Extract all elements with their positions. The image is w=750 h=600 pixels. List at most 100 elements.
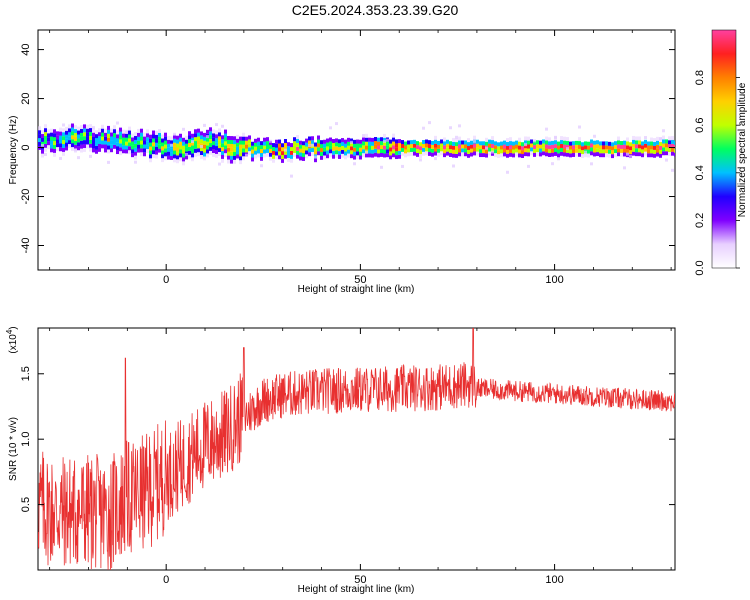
spectrogram-cell xyxy=(449,149,452,154)
spectrogram-cell xyxy=(260,148,263,153)
spectrogram-cell xyxy=(74,129,77,134)
snr-multiplier: (x104) xyxy=(5,326,19,353)
spectrogram-cell xyxy=(653,145,656,150)
spectrogram-cell xyxy=(620,148,623,153)
spectrogram-cell xyxy=(461,152,464,157)
spectrogram-cell xyxy=(176,155,179,160)
spectrogram-cell xyxy=(344,139,347,144)
spectrogram-cell xyxy=(536,144,539,149)
spectrogram-cell xyxy=(434,157,437,161)
spectrogram-cell xyxy=(611,142,614,147)
spectrogram-xtick-label: 50 xyxy=(354,274,366,286)
spectrogram-cell xyxy=(236,150,239,155)
spectrogram-cell xyxy=(68,140,71,145)
spectrogram-cell xyxy=(182,137,185,142)
spectrogram-cell xyxy=(389,155,392,160)
spectrogram-cell xyxy=(215,130,218,135)
spectrogram-cell xyxy=(122,141,125,146)
spectrogram-cell xyxy=(206,153,209,158)
spectrogram-cell xyxy=(323,143,326,148)
spectrogram-cell xyxy=(299,152,302,157)
spectrogram-cell xyxy=(347,149,350,154)
spectrogram-cell xyxy=(431,152,434,157)
spectrogram-cell xyxy=(221,150,224,155)
spectrogram-cell xyxy=(353,162,356,166)
spectrogram-cell xyxy=(275,139,278,144)
spectrogram-cell xyxy=(656,140,659,145)
spectrogram-cell xyxy=(119,147,122,152)
spectrogram-cell xyxy=(251,149,254,154)
spectrogram-cell xyxy=(335,138,338,143)
spectrogram-cell xyxy=(545,127,548,131)
spectrogram-cell xyxy=(530,139,533,144)
spectrogram-cell xyxy=(251,141,254,146)
spectrogram-cell xyxy=(383,141,386,146)
spectrogram-cell xyxy=(188,150,191,155)
spectrogram-cell xyxy=(419,142,422,147)
spectrogram-cell xyxy=(176,139,179,144)
spectrogram-cell xyxy=(212,129,215,134)
spectrogram-cell xyxy=(140,144,143,149)
spectrogram-cell xyxy=(602,145,605,150)
spectrogram-cell xyxy=(272,150,275,155)
spectrogram-cell xyxy=(431,140,434,145)
spectrogram-cell xyxy=(281,158,284,163)
spectrogram-cell xyxy=(137,136,140,141)
spectrogram-cell xyxy=(470,144,473,149)
spectrogram-cell xyxy=(212,133,215,138)
spectrogram-cell xyxy=(215,134,218,139)
spectrogram-cell xyxy=(467,142,470,147)
spectrogram-cell xyxy=(620,144,623,149)
spectrogram-cell xyxy=(188,131,191,136)
spectrogram-cell xyxy=(131,137,134,142)
spectrogram-cell xyxy=(662,129,665,133)
spectrogram-cell xyxy=(509,137,512,142)
colorbar-gradient xyxy=(711,29,737,269)
spectrogram-cell xyxy=(452,164,455,168)
spectrogram-cell xyxy=(290,174,293,178)
spectrogram-cell xyxy=(155,142,158,147)
spectrogram-cell xyxy=(509,152,512,157)
spectrogram-cell xyxy=(119,139,122,144)
spectrogram-cell xyxy=(113,133,116,138)
spectrogram-cell xyxy=(203,136,206,141)
spectrogram-cell xyxy=(338,147,341,152)
spectrogram-cell xyxy=(143,152,146,157)
spectrogram-cell xyxy=(65,138,68,143)
spectrogram-cell xyxy=(392,133,395,138)
spectrogram-cell xyxy=(542,147,545,152)
spectrogram-cell xyxy=(146,129,149,134)
spectrogram-cell xyxy=(194,148,197,153)
spectrogram-cell xyxy=(527,136,530,141)
spectrogram-cell xyxy=(248,147,251,152)
spectrogram-cell xyxy=(362,153,365,158)
spectrogram-cell xyxy=(188,135,191,140)
spectrogram-cell xyxy=(248,139,251,144)
snr-ytick-label: 1.0 xyxy=(20,432,32,447)
spectrogram-cell xyxy=(68,124,71,129)
spectrogram-cell xyxy=(350,142,353,147)
spectrogram-cell xyxy=(287,150,290,155)
spectrogram-cell xyxy=(83,136,86,141)
spectrogram-cell xyxy=(44,124,47,129)
spectrogram-cell xyxy=(104,128,107,133)
spectrogram-cell xyxy=(230,136,233,141)
spectrogram-cell xyxy=(440,143,443,148)
spectrogram-cell xyxy=(242,136,245,141)
spectrogram-cell xyxy=(200,151,203,156)
spectrogram-cell xyxy=(266,152,269,157)
spectrogram-cell xyxy=(179,157,182,162)
spectrogram-cell xyxy=(647,153,650,158)
spectrogram-cell xyxy=(155,154,158,159)
spectrogram-cell xyxy=(41,133,44,138)
spectrogram-cell xyxy=(242,156,245,161)
spectrogram-cell xyxy=(182,145,185,150)
spectrogram-cell xyxy=(659,153,662,158)
spectrogram-cell xyxy=(218,132,221,137)
spectrogram-cell xyxy=(179,153,182,158)
spectrogram-cell xyxy=(104,144,107,149)
spectrogram-cell xyxy=(491,136,494,141)
spectrogram-cell xyxy=(590,143,593,148)
spectrogram-cell xyxy=(551,144,554,149)
spectrogram-cell xyxy=(650,153,653,158)
